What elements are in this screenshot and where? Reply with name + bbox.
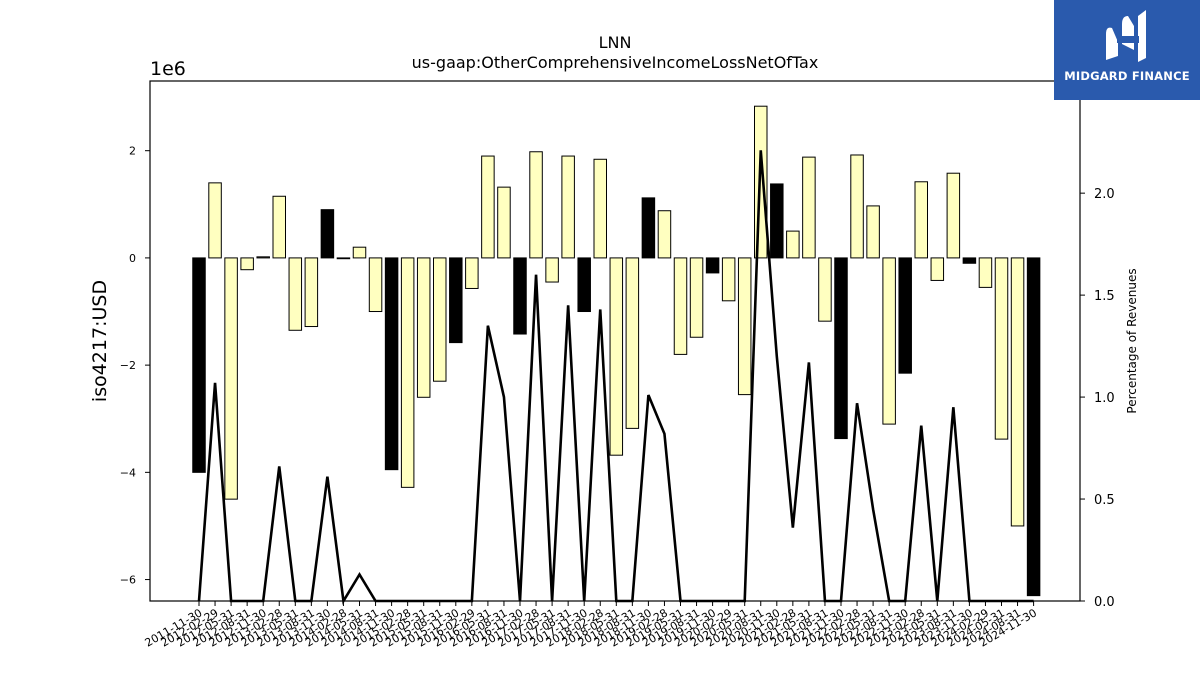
y2-tick-label: 2.0 <box>1094 187 1115 202</box>
bar <box>770 183 784 259</box>
bar <box>208 182 222 259</box>
bar <box>641 197 656 259</box>
bar <box>336 257 351 260</box>
bar <box>657 210 672 259</box>
y-tick-label: 2 <box>129 145 136 158</box>
y-tick-label: 0 <box>129 252 136 265</box>
bar <box>224 257 238 500</box>
bar <box>673 257 688 355</box>
bar <box>689 257 704 338</box>
bar <box>320 209 335 259</box>
y2-tick-label: 0.0 <box>1094 595 1115 610</box>
bar <box>352 246 367 259</box>
brand-name: MIDGARD FINANCE <box>1064 69 1190 83</box>
bar <box>882 257 896 425</box>
bar <box>625 257 640 429</box>
bar <box>529 151 543 259</box>
bar <box>866 205 880 259</box>
y2-axis-label: Percentage of Revenues <box>1125 268 1139 413</box>
midgard-logo-icon <box>1106 10 1146 62</box>
chart-subtitle: us-gaap:OtherComprehensiveIncomeLossNetO… <box>412 53 819 72</box>
bar <box>481 155 495 259</box>
y-offset-label: 1e6 <box>150 58 186 80</box>
bar <box>256 256 270 259</box>
bar <box>962 257 977 264</box>
bar <box>192 257 206 473</box>
bar <box>400 257 415 488</box>
bar <box>609 257 624 456</box>
bar <box>818 257 832 322</box>
bar <box>994 257 1009 440</box>
bar <box>721 257 736 302</box>
bar <box>914 181 928 259</box>
bar <box>240 257 254 271</box>
bar <box>561 155 575 259</box>
bar <box>513 257 527 335</box>
bar <box>545 257 559 283</box>
bar <box>930 257 945 281</box>
bar <box>384 257 399 471</box>
bar <box>577 257 591 313</box>
bar <box>786 230 800 259</box>
bar <box>898 257 912 374</box>
axes: −6−4−2020.00.51.01.52.02011-11-302012-02… <box>120 145 1115 650</box>
bar <box>416 257 431 398</box>
y-tick-label: −6 <box>120 574 136 587</box>
y-tick-label: −2 <box>120 359 136 372</box>
bar <box>705 257 720 274</box>
bar <box>272 195 286 259</box>
bar <box>368 257 383 313</box>
bar <box>978 257 993 288</box>
bar <box>288 257 303 331</box>
bar <box>834 257 848 440</box>
y-tick-label: −4 <box>120 466 136 479</box>
bar <box>1026 257 1041 597</box>
plot-frame <box>149 80 1081 602</box>
bar <box>449 257 463 344</box>
y2-tick-label: 0.5 <box>1094 493 1115 508</box>
bar <box>433 257 447 382</box>
bar <box>1010 257 1025 527</box>
bar <box>802 156 816 259</box>
bar <box>465 257 479 289</box>
bar <box>946 172 961 259</box>
bar <box>593 158 607 259</box>
y-axis-label: iso4217:USD <box>89 280 111 402</box>
bar <box>497 186 511 259</box>
chart-title: LNN <box>599 33 632 52</box>
y2-tick-label: 1.0 <box>1094 391 1115 406</box>
bar <box>737 257 752 396</box>
brand-logo: MIDGARD FINANCE <box>1054 0 1200 100</box>
bar-series <box>192 105 1041 597</box>
bar <box>850 154 864 259</box>
y2-tick-label: 1.5 <box>1094 289 1115 304</box>
bar <box>304 257 319 328</box>
